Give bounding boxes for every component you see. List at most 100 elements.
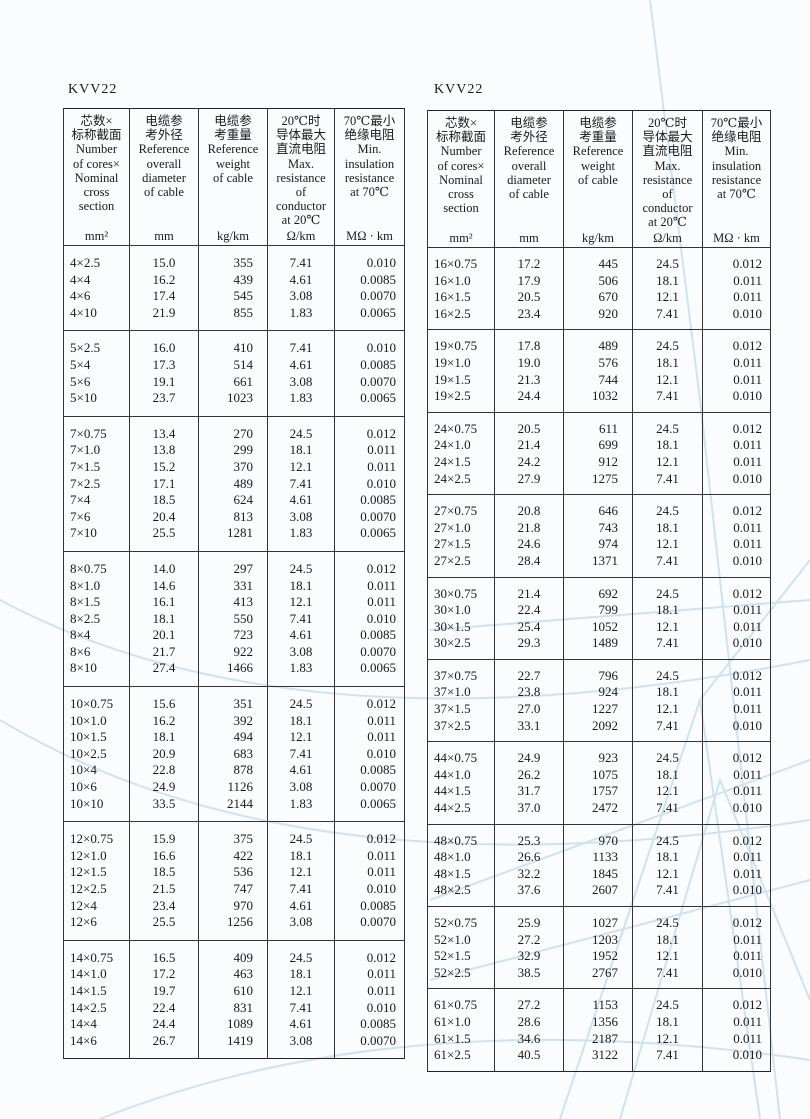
value-cores-section: 10×10: [70, 795, 104, 811]
value-weight: 1371: [592, 552, 618, 568]
value-conductor-resistance: 7.41: [289, 340, 313, 356]
table-row-group: 8×0.75 8×1.0 8×1.5 8×2.5 8×4 8×6 8×10 14.0 14.6 1…: [63, 550, 405, 687]
value-conductor-resistance: 7.41: [289, 255, 313, 270]
value-weight: 422: [233, 847, 254, 863]
value-cores-section: 27×2.5: [434, 552, 471, 568]
value-conductor-resistance: 18.1: [656, 354, 679, 370]
cell-weight: 923 1075 1757 2472: [563, 741, 633, 825]
value-weight: 923: [598, 750, 619, 766]
value-insulation-resistance: 0.010: [366, 610, 396, 626]
value-conductor-resistance: 24.5: [656, 420, 679, 436]
value-weight: 813: [233, 508, 254, 524]
value-weight: 974: [598, 536, 619, 552]
header-cores-section: 芯数× 标称截面 Number of cores× Nominal cross …: [427, 110, 495, 248]
value-cores-section: 52×1.5: [434, 948, 471, 964]
value-overall-diameter: 28.4: [517, 552, 541, 568]
value-overall-diameter: 27.9: [517, 470, 541, 486]
value-insulation-resistance: 0.011: [733, 865, 762, 881]
value-cores-section: 8×6: [70, 643, 91, 659]
value-conductor-resistance: 3.08: [289, 508, 313, 524]
left-spec-table: 芯数× 标称截面 Number of cores× Nominal cross …: [63, 108, 405, 1060]
cell-overall-diameter: 17.8 19.0 21.3 24.4: [494, 329, 564, 413]
value-weight: 723: [233, 627, 254, 643]
value-weight: 799: [598, 602, 619, 618]
value-overall-diameter: 29.3: [517, 635, 541, 651]
value-weight: 1489: [592, 635, 618, 651]
value-insulation-resistance: 0.011: [367, 847, 396, 863]
value-weight: 1126: [227, 779, 253, 795]
value-cores-section: 14×0.75: [70, 949, 114, 965]
value-overall-diameter: 21.9: [152, 304, 176, 320]
value-overall-diameter: 37.6: [517, 882, 541, 898]
table-header: 芯数× 标称截面 Number of cores× Nominal cross …: [427, 110, 771, 248]
value-conductor-resistance: 7.41: [656, 800, 679, 816]
value-cores-section: 19×2.5: [434, 388, 471, 404]
value-weight: 2607: [592, 882, 618, 898]
value-conductor-resistance: 7.41: [656, 388, 679, 404]
value-overall-diameter: 18.5: [152, 492, 176, 508]
value-insulation-resistance: 0.012: [732, 338, 762, 354]
value-conductor-resistance: 7.41: [289, 745, 313, 761]
cell-insulation-resistance: 0.012 0.011 0.011 0.010 0.0085 0.0070: [334, 821, 405, 941]
value-conductor-resistance: 18.1: [289, 442, 313, 458]
cell-cores-section: 30×0.75 30×1.0 30×1.5 30×2.5: [427, 576, 495, 660]
value-conductor-resistance: 12.1: [656, 1030, 679, 1046]
value-overall-diameter: 26.7: [152, 1032, 176, 1048]
value-conductor-resistance: 1.83: [289, 390, 313, 406]
value-insulation-resistance: 0.0065: [360, 795, 396, 811]
value-overall-diameter: 27.4: [152, 660, 176, 676]
value-conductor-resistance: 18.1: [656, 766, 679, 782]
value-overall-diameter: 15.6: [152, 696, 176, 712]
value-cores-section: 52×0.75: [434, 915, 478, 930]
value-weight: 661: [233, 373, 254, 389]
value-weight: 878: [233, 762, 254, 778]
table-row-group: 16×0.75 16×1.0 16×1.5 16×2.5 17.2 17.9 20.5 23.…: [427, 246, 771, 330]
cell-insulation-resistance: 0.012 0.011 0.011 0.010: [702, 823, 771, 907]
value-overall-diameter: 16.2: [152, 271, 176, 287]
value-overall-diameter: 23.7: [152, 390, 176, 406]
cell-weight: 970 1133 1845 2607: [563, 823, 633, 907]
cell-insulation-resistance: 0.012 0.011 0.011 0.010: [702, 246, 771, 330]
value-insulation-resistance: 0.0070: [360, 288, 396, 304]
header-label: 20℃时 导体最大 直流电阻 Max. resistance of conduc…: [642, 116, 693, 230]
value-overall-diameter: 22.4: [517, 602, 541, 618]
value-cores-section: 19×1.5: [434, 371, 471, 387]
header-label: 70℃最小 绝缘电阻 Min. insulation resistance at…: [343, 114, 396, 200]
value-conductor-resistance: 1.83: [289, 525, 313, 541]
value-cores-section: 48×1.5: [434, 865, 471, 881]
header-content: 电缆参 考重量 Reference weight of cable kg/km: [199, 109, 267, 245]
header-unit: mm: [154, 228, 174, 243]
value-overall-diameter: 21.5: [152, 881, 176, 896]
value-conductor-resistance: 18.1: [656, 849, 679, 865]
value-insulation-resistance: 0.0065: [360, 304, 396, 320]
cell-cores-section: 14×0.75 14×1.0 14×1.5 14×2.5 14×4 14×6: [63, 939, 130, 1059]
value-conductor-resistance: 12.1: [656, 865, 679, 881]
value-weight: 855: [233, 304, 254, 320]
value-weight: 743: [598, 519, 619, 535]
value-cores-section: 10×4: [70, 762, 97, 778]
value-insulation-resistance: 0.011: [733, 1030, 762, 1046]
value-cores-section: 12×0.75: [70, 831, 114, 847]
value-conductor-resistance: 7.41: [656, 964, 679, 980]
value-insulation-resistance: 0.0070: [360, 779, 396, 795]
value-conductor-resistance: 7.41: [656, 882, 679, 898]
value-weight: 410: [233, 340, 254, 356]
value-insulation-resistance: 0.0085: [360, 492, 396, 508]
cell-weight: 297 331 413 550 723 922 1466: [198, 550, 268, 687]
value-weight: 1027: [592, 915, 618, 930]
value-cores-section: 16×0.75: [434, 256, 478, 271]
value-weight: 1023: [227, 390, 253, 406]
value-cores-section: 16×2.5: [434, 305, 471, 321]
table-row-group: 27×0.75 27×1.0 27×1.5 27×2.5 20.8 21.8 24.6 28.…: [427, 494, 771, 577]
value-conductor-resistance: 12.1: [289, 458, 313, 474]
value-insulation-resistance: 0.0085: [360, 271, 396, 287]
value-cores-section: 14×1.0: [70, 966, 107, 982]
value-weight: 445: [598, 256, 619, 271]
value-insulation-resistance: 0.011: [733, 371, 762, 387]
value-insulation-resistance: 0.0085: [360, 762, 396, 778]
value-overall-diameter: 18.5: [152, 864, 176, 880]
value-conductor-resistance: 12.1: [656, 453, 679, 469]
value-weight: 2144: [227, 795, 253, 811]
value-conductor-resistance: 24.5: [656, 585, 679, 601]
cell-insulation-resistance: 0.012 0.011 0.011 0.010 0.0085 0.0070 0.0065: [334, 415, 405, 552]
